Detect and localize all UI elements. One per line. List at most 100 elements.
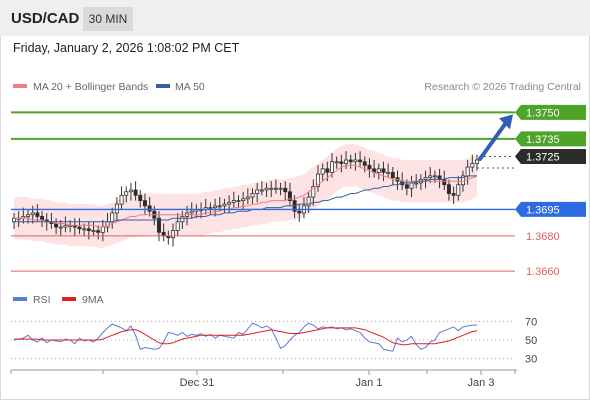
candle-body: [213, 205, 218, 209]
candle-body: [264, 187, 269, 191]
candle-body: [306, 196, 311, 207]
level-tag: [515, 131, 586, 147]
candle: [124, 186, 129, 203]
candle-body: [442, 179, 447, 186]
ma20-swatch: [13, 84, 27, 88]
time-tick-label: Jan 1: [356, 377, 383, 389]
candle-body: [367, 164, 372, 170]
candle: [344, 151, 349, 169]
candle: [451, 186, 456, 205]
candle-body: [278, 187, 283, 190]
symbol-title: USD/CAD: [11, 10, 80, 27]
candle-body: [100, 226, 105, 233]
candle-body: [142, 200, 147, 207]
candle-body: [259, 189, 264, 192]
candle-body: [86, 228, 91, 231]
candle-body: [217, 205, 222, 208]
candle-body: [227, 201, 232, 205]
candle-body: [297, 210, 302, 214]
candle-body: [161, 231, 166, 237]
candle-body: [91, 230, 96, 232]
candle-body: [255, 189, 260, 194]
candle: [213, 198, 218, 217]
candle-body: [250, 193, 255, 198]
candle-body: [344, 159, 349, 164]
forecast-arrow-head: [499, 114, 513, 130]
ma20-line: [14, 164, 478, 228]
level-tag: [515, 148, 586, 164]
candle: [236, 195, 241, 208]
candle: [273, 179, 278, 194]
candle: [259, 181, 264, 196]
candle-body: [114, 203, 119, 214]
candle: [339, 154, 344, 173]
candle: [390, 167, 395, 185]
level-price-label: 1.3725: [526, 151, 560, 163]
candle-body: [409, 182, 414, 189]
price-level-current: 1.3725: [479, 148, 586, 164]
rsi-swatch: [13, 297, 27, 301]
candle-body: [273, 187, 278, 190]
candle: [269, 181, 274, 198]
candle: [278, 182, 283, 196]
candle-body: [474, 159, 479, 164]
candle-body: [334, 161, 339, 164]
level-tag: [515, 104, 586, 120]
candle-body: [40, 216, 45, 221]
candle-body: [465, 166, 470, 177]
candle: [362, 156, 367, 173]
candle: [180, 211, 185, 229]
candle: [311, 179, 316, 206]
level-price-label: 1.3680: [526, 231, 560, 243]
timeframe-badge[interactable]: 30 MIN: [83, 7, 133, 31]
rsi-legend: RSI 9MA: [13, 294, 104, 306]
candle-body: [451, 193, 456, 196]
candle: [245, 188, 250, 205]
candle: [423, 170, 428, 189]
candle: [315, 165, 320, 192]
candle: [386, 163, 391, 178]
candle-body: [77, 226, 82, 230]
level-price-label: 1.3660: [526, 266, 560, 278]
candle: [35, 204, 40, 222]
level-tag: [515, 201, 586, 217]
candle-body: [381, 168, 386, 173]
ma9-swatch: [62, 297, 76, 301]
candle: [348, 154, 353, 169]
candle: [470, 154, 475, 173]
bollinger-band-fill: [14, 144, 477, 249]
candle: [404, 179, 409, 196]
candle: [376, 163, 381, 180]
candle-body: [26, 214, 31, 217]
price-legend: MA 20 + Bollinger Bands MA 50 Research ©…: [13, 81, 581, 93]
candle: [63, 216, 68, 233]
rsi-tick-label: 50: [525, 335, 537, 347]
ma50-legend-label: MA 50: [175, 81, 205, 93]
forecast-arrow-shaft: [478, 119, 509, 161]
rsi-tick-label: 70: [525, 316, 537, 328]
candle: [353, 152, 358, 171]
candle-body: [339, 161, 344, 164]
candle-body: [119, 194, 124, 205]
candle: [255, 182, 260, 203]
candle-body: [311, 186, 316, 198]
candle-body: [423, 177, 428, 180]
candle-body: [245, 196, 250, 200]
candle: [250, 188, 255, 205]
candle-body: [171, 230, 176, 239]
candle-body: [175, 221, 180, 231]
candle-body: [315, 173, 320, 187]
time-tick-label: Jan 3: [468, 377, 495, 389]
candle-body: [287, 191, 292, 201]
rsi-legend-label: RSI: [33, 294, 51, 306]
candle: [91, 221, 96, 236]
candle-body: [353, 159, 358, 163]
rsi-plot: 70 50 30: [11, 316, 537, 366]
candle: [189, 202, 194, 219]
price-level-resistance: 1.3735: [11, 131, 586, 147]
price-level-support: 1.3660: [11, 266, 560, 278]
time-tick-label: Dec 31: [180, 377, 215, 389]
candle: [138, 190, 143, 208]
price-level-support: 1.3680: [11, 231, 560, 243]
